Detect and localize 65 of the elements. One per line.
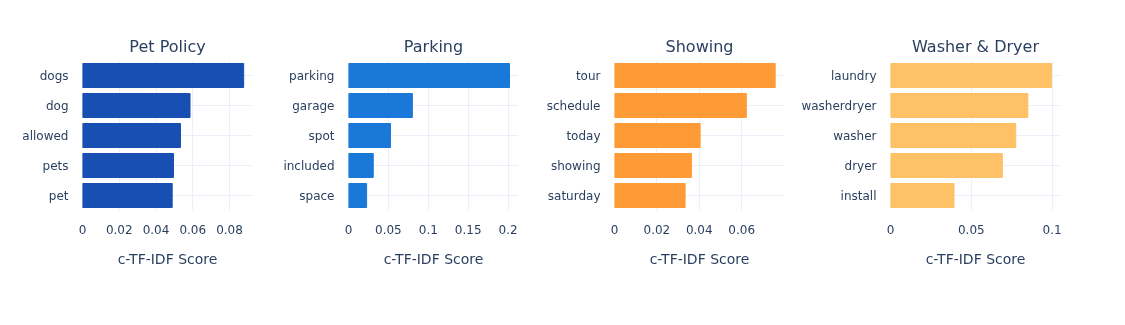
chart-title: Showing [665,36,734,56]
y-tick-label: dryer [844,158,877,173]
x-tick-label: 0 [610,222,619,237]
x-tick-label: 0 [78,222,87,237]
x-tick-label: 0.06 [179,222,207,237]
x-tick-label: 0.04 [142,222,170,237]
x-tick-label: 0.1 [418,222,438,237]
y-tick-label: spot [308,128,335,143]
chart-title: Parking [403,36,464,56]
bar [614,183,686,208]
y-tick-label: tour [575,68,601,83]
x-tick-label: 0.1 [1042,222,1062,237]
bar [890,63,1052,88]
y-tick-label: washer [833,128,877,143]
x-tick-label: 0.2 [498,222,518,237]
y-tick-label: install [840,188,877,203]
bar [82,63,245,88]
x-tick-label: 0.02 [643,222,671,237]
x-tick-label: 0.04 [685,222,713,237]
y-tick-label: showing [550,158,601,173]
y-tick-label: pets [42,158,69,173]
y-tick-label: allowed [22,128,69,143]
bar [82,153,174,178]
bar [82,183,173,208]
x-tick-label: 0.05 [957,222,985,237]
y-tick-label: washerdryer [801,98,877,113]
y-tick-label: today [566,128,601,143]
chart-title: Washer & Dryer [912,36,1040,56]
bar [614,153,692,178]
bar [614,123,701,148]
bar [890,183,955,208]
y-tick-label: schedule [546,98,601,113]
bar [82,93,191,118]
bar [348,93,413,118]
y-tick-label: included [283,158,335,173]
x-axis-title: c-TF-IDF Score [383,250,484,267]
y-tick-label: laundry [830,68,877,83]
y-tick-label: garage [292,98,335,113]
x-tick-label: 0.06 [728,222,756,237]
x-tick-label: 0.15 [454,222,482,237]
x-tick-label: 0 [344,222,353,237]
bar [614,93,747,118]
x-tick-label: 0.02 [105,222,133,237]
bar [890,123,1017,148]
bar [348,123,391,148]
x-tick-label: 0 [886,222,895,237]
x-axis-title: c-TF-IDF Score [117,250,218,267]
y-tick-label: parking [289,68,335,83]
bar [614,63,776,88]
y-tick-label: dog [45,98,69,113]
x-axis-title: c-TF-IDF Score [649,250,750,267]
bar [82,123,181,148]
x-axis-title: c-TF-IDF Score [925,250,1026,267]
bar [348,183,368,208]
x-tick-label: 0.05 [375,222,402,237]
y-tick-label: saturday [547,188,601,203]
bar [890,93,1029,118]
y-tick-label: dogs [39,68,69,83]
y-tick-label: pet [48,188,69,203]
bar [890,153,1003,178]
bar [348,153,374,178]
x-tick-label: 0.08 [216,222,243,237]
y-tick-label: space [299,188,335,203]
bar [348,63,510,88]
chart-title: Pet Policy [129,36,206,56]
